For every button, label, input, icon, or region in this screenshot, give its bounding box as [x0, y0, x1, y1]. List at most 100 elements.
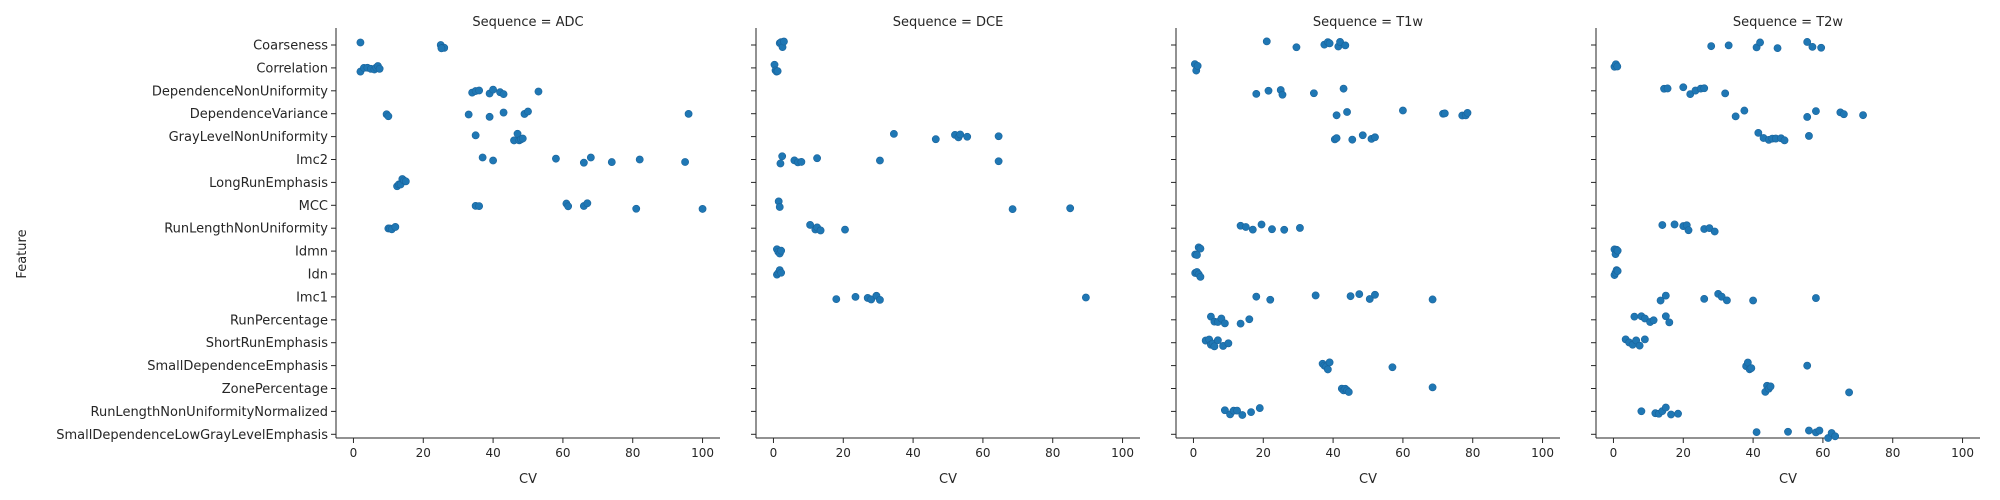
data-point [384, 112, 393, 121]
x-axis-label: CV [1779, 472, 1797, 487]
data-point [1752, 428, 1761, 436]
x-tick-label: 60 [975, 446, 990, 460]
data-point [1845, 388, 1853, 397]
x-tick-label: 100 [1111, 446, 1134, 460]
data-point [1348, 135, 1357, 144]
data-point [780, 37, 788, 46]
panel-3: Sequence = T1w 0 20 40 60 80 100 CV [1171, 15, 1560, 487]
data-point [931, 135, 940, 144]
data-point [1656, 296, 1665, 305]
data-point [698, 205, 707, 213]
data-point [1817, 43, 1826, 52]
data-point [1257, 220, 1266, 229]
data-point [1346, 292, 1355, 301]
data-point [1262, 37, 1271, 46]
panel-title: Sequence = DCE [893, 15, 1004, 30]
data-point [1803, 38, 1812, 46]
y-tick-label: ShortRunEmphasis [206, 336, 329, 351]
data-point [1341, 41, 1350, 50]
x-tick-label: 0 [770, 446, 778, 460]
data-point [1839, 110, 1848, 119]
data-point [889, 129, 898, 138]
data-point [1717, 292, 1726, 301]
x-tick-label: 40 [905, 446, 920, 460]
data-point [1247, 408, 1255, 417]
data-point [1081, 293, 1090, 302]
data-point [1749, 296, 1757, 305]
x-tick-label: 0 [350, 446, 358, 460]
data-point [1805, 132, 1813, 140]
data-point [391, 223, 400, 231]
data-point [1707, 42, 1716, 51]
data-point [478, 153, 487, 162]
x-tick-label: 40 [1325, 446, 1340, 460]
data-point [1236, 319, 1245, 328]
data-point [1196, 244, 1205, 253]
data-point [1344, 388, 1353, 396]
data-point [1213, 336, 1222, 345]
data-point [1255, 404, 1264, 412]
data-point [867, 295, 876, 304]
data-point [832, 295, 841, 304]
y-tick-label: Imc2 [296, 153, 328, 168]
data-point [1220, 319, 1229, 328]
data-point [583, 199, 592, 208]
data-point [1355, 290, 1364, 299]
data-point [1812, 107, 1820, 116]
x-axis-label: CV [519, 472, 537, 487]
data-point [401, 177, 410, 186]
data-point [1815, 426, 1824, 435]
y-tick-label: Idmn [295, 245, 328, 260]
data-point [1339, 84, 1348, 93]
data-point [437, 44, 446, 53]
x-axis-label: CV [1359, 472, 1377, 487]
data-point [635, 155, 644, 164]
data-point [1661, 312, 1670, 321]
data-point [1803, 113, 1812, 121]
data-point [534, 87, 543, 96]
data-point [1266, 295, 1275, 304]
data-point [1613, 62, 1622, 71]
data-point [1196, 272, 1205, 281]
data-point [1670, 220, 1679, 229]
data-point [564, 202, 573, 211]
x-tick-label: 100 [691, 446, 714, 460]
data-point [851, 292, 860, 301]
data-point [518, 134, 527, 143]
data-point [1803, 361, 1812, 370]
data-point [1343, 108, 1351, 116]
data-point [1245, 315, 1254, 324]
data-point [1252, 292, 1261, 301]
data-point [1296, 224, 1304, 232]
x-tick-label: 60 [1395, 446, 1410, 460]
y-tick-label: LongRunEmphasis [209, 176, 328, 191]
data-point [1264, 86, 1273, 95]
data-point [1661, 403, 1670, 412]
data-point [876, 156, 884, 165]
y-tick-label: SmallDependenceEmphasis [147, 359, 328, 374]
data-point [1665, 318, 1674, 327]
data-point [1679, 83, 1688, 92]
data-point [1780, 136, 1789, 145]
data-point [1252, 89, 1261, 98]
data-point [1332, 111, 1341, 120]
data-point [1649, 316, 1658, 325]
data-point [1371, 290, 1379, 299]
data-point [813, 154, 821, 163]
data-point [524, 107, 532, 116]
data-point [1463, 108, 1472, 117]
data-point [1371, 133, 1379, 142]
x-tick-label: 100 [1531, 446, 1554, 460]
data-point [1812, 294, 1820, 302]
data-point [1332, 134, 1341, 143]
data-point [1740, 106, 1749, 115]
x-tick-label: 20 [1676, 446, 1691, 460]
data-point [1428, 295, 1437, 304]
y-tick-label: ZonePercentage [222, 382, 328, 397]
x-tick-label: 20 [416, 446, 431, 460]
data-point [1278, 90, 1287, 99]
data-point [1658, 221, 1667, 229]
data-point [1399, 106, 1407, 115]
data-point [1667, 410, 1675, 419]
x-tick-label: 40 [485, 446, 500, 460]
